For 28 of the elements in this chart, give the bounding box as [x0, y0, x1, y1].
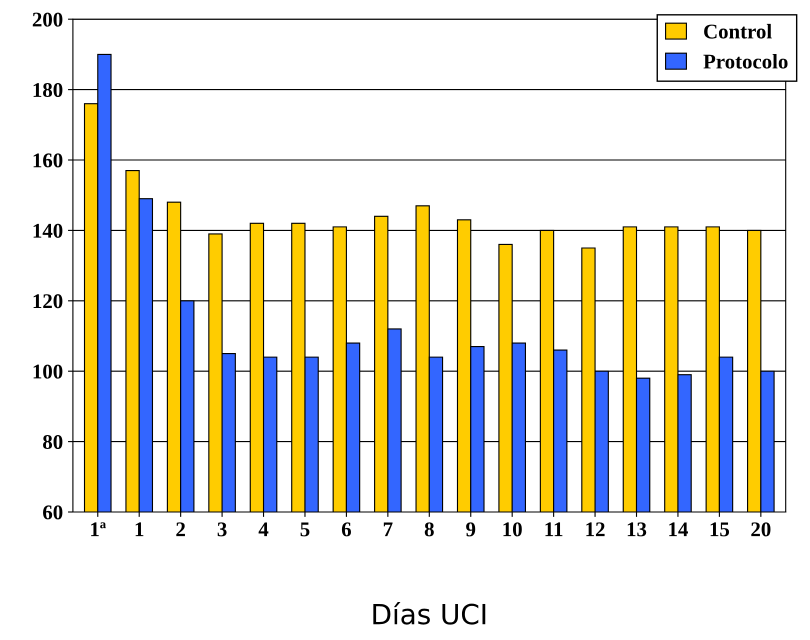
y-tick-label: 100	[34, 364, 62, 379]
y-tick-label: 80	[43, 434, 62, 450]
x-tick-label: 5	[300, 522, 310, 536]
x-tick-label: 15	[710, 522, 730, 536]
x-tick-label: 3	[218, 522, 227, 536]
y-tick-label: 160	[34, 153, 62, 168]
x-tick-label: 7	[384, 522, 393, 536]
x-tick-label: 11	[545, 522, 562, 536]
x-tick-label: 1	[136, 522, 144, 536]
x-tick-label: 10	[503, 522, 522, 536]
x-tick-label: 9	[466, 522, 476, 536]
y-tick-label: 140	[34, 224, 62, 238]
x-tick-label: 12	[586, 522, 605, 536]
y-tick-label: 200	[32, 12, 62, 27]
y-tick-label: 60	[43, 505, 62, 520]
x-tick-label: 14	[669, 522, 688, 536]
y-tick-label: 180	[34, 82, 62, 98]
x-tick-label: 20	[751, 522, 770, 536]
x-tick-label: 2	[176, 522, 185, 536]
x-tick-label: 8	[424, 522, 434, 536]
x-tick-label: 6	[342, 522, 352, 536]
legend-label: Control	[704, 24, 772, 39]
x-tick-label: 4	[258, 522, 268, 536]
x-tick-label: 1ª	[91, 522, 106, 536]
x-axis-title: Días UCI	[373, 602, 486, 625]
legend-label: Protocolo	[703, 54, 788, 69]
x-tick-label: 13	[628, 522, 646, 536]
y-tick-label: 120	[34, 294, 62, 308]
